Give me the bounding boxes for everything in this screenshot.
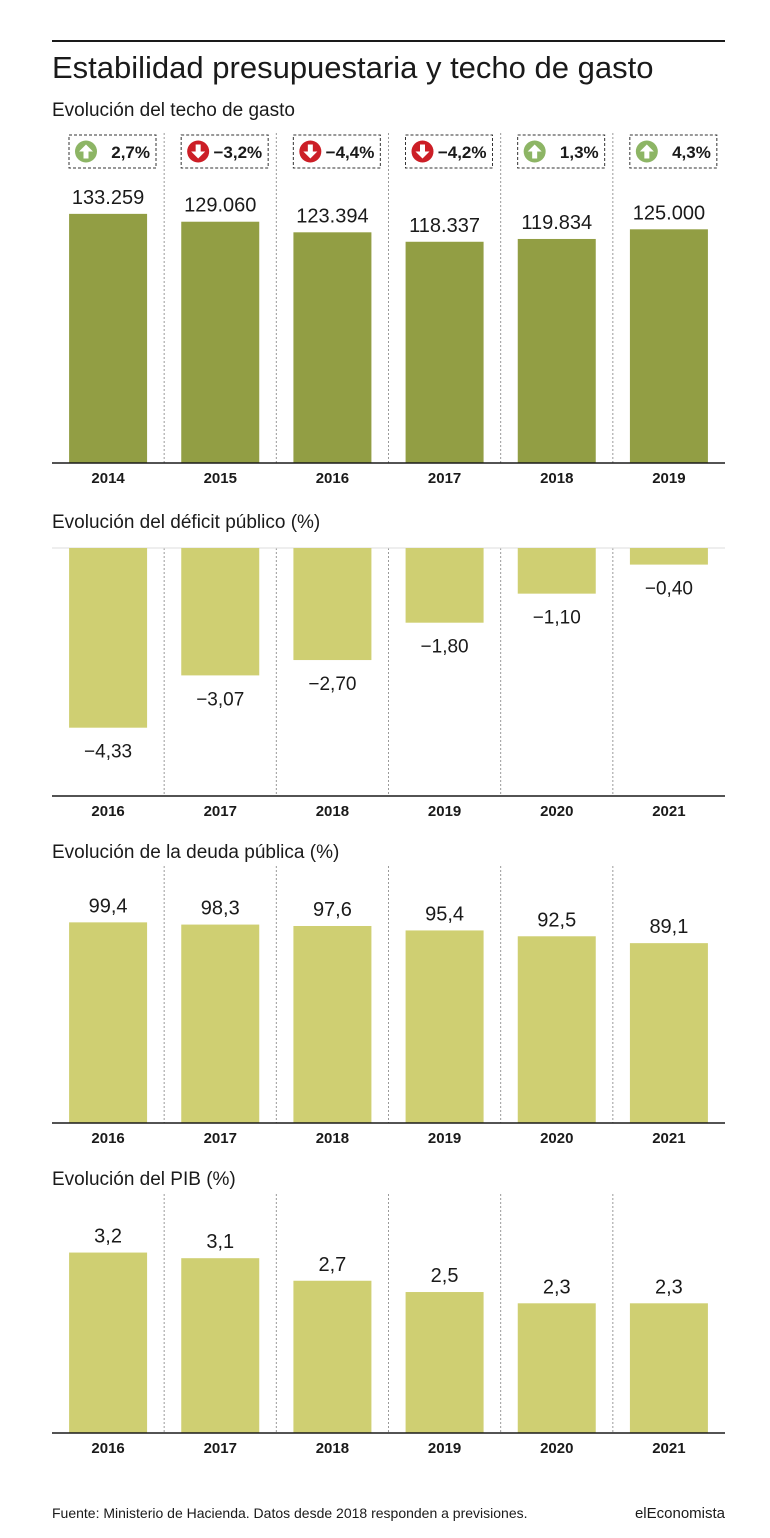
change-badge-label: 4,3% [672,143,711,162]
x-tick-label: 2015 [204,470,237,487]
change-badge-label: 1,3% [560,143,599,162]
chart-techo: 133.259 129.060 123.394 118.337 119.834 125.0… [52,133,725,487]
x-tick-label: 2019 [652,470,685,487]
bar-value-label: 2,3 [543,1276,571,1298]
bar-value-label: 3,1 [206,1231,234,1253]
bar [293,1280,372,1433]
x-tick-label: 2018 [316,1440,349,1457]
bar [517,238,596,463]
bar-value-label: 119.834 [521,212,592,234]
bar-value-label: 2,5 [431,1265,459,1287]
bar [405,930,484,1123]
bar [181,1258,260,1433]
bar-value-label: −1,10 [533,608,581,629]
bar [69,213,148,463]
x-tick-label: 2019 [428,1130,461,1147]
change-badge-label: −4,2% [438,143,487,162]
bar [517,548,596,594]
chart-title-deuda: Evolución de la deuda pública (%) [52,842,340,863]
x-tick-label: 2021 [652,1130,685,1147]
bar [517,936,596,1123]
x-tick-label: 2019 [428,803,461,820]
bar-value-label: 89,1 [649,916,688,938]
bar-value-label: 123.394 [296,205,368,227]
x-tick-label: 2014 [91,470,125,487]
bar-value-label: 99,4 [89,895,128,917]
chart-deficit: −4,33 −3,07 −2,70 −1,80 −1,10 −0,40 2016 2017 20… [52,547,725,820]
bar [405,548,484,623]
arrow-down-icon [411,140,434,163]
bar [405,241,484,463]
arrow-down-icon [299,140,322,163]
chart-pib: 3,2 3,1 2,7 2,5 2,3 2,3 2016 2017 2018 2019 2020 20… [52,1194,725,1457]
bar-value-label: 118.337 [409,215,480,237]
bar-value-label: 3,2 [94,1226,122,1248]
bar [181,548,260,676]
x-tick-label: 2016 [316,470,349,487]
bar-value-label: −2,70 [308,674,356,695]
arrow-up-icon [523,140,546,163]
x-tick-label: 2020 [540,803,573,820]
bar-value-label: 133.259 [72,187,144,209]
bar-value-label: −0,40 [645,579,693,600]
bar-value-label: −4,33 [84,742,132,763]
x-tick-label: 2016 [91,1440,124,1457]
x-tick-label: 2021 [652,803,685,820]
chart-title-techo: Evolución del techo de gasto [52,100,295,121]
source-note: Fuente: Ministerio de Hacienda. Datos de… [52,1505,528,1521]
bar-value-label: 2,7 [319,1254,347,1276]
x-tick-label: 2021 [652,1440,685,1457]
x-tick-label: 2018 [316,803,349,820]
x-tick-label: 2017 [428,470,461,487]
arrow-down-icon [187,140,210,163]
chart-deuda: 99,4 98,3 97,6 95,4 92,5 89,1 2016 2017 2018 2019… [52,866,725,1147]
change-badge-label: −3,2% [213,143,262,162]
x-tick-label: 2016 [91,803,124,820]
x-tick-label: 2016 [91,1130,124,1147]
bar-value-label: −3,07 [196,689,244,710]
chart-title-deficit: Evolución del déficit público (%) [52,512,321,533]
bar [181,221,260,463]
arrow-up-icon [75,140,97,163]
x-tick-label: 2018 [540,470,573,487]
x-tick-label: 2017 [204,1440,237,1457]
bar [629,1303,708,1433]
top-rule [52,40,725,42]
change-badge-label: 2,7% [111,143,150,162]
bar [69,1252,148,1433]
x-tick-label: 2020 [540,1440,573,1457]
x-tick-label: 2019 [428,1440,461,1457]
bar [69,922,148,1123]
x-tick-label: 2018 [316,1130,349,1147]
bar-value-label: 98,3 [201,898,240,920]
bar [181,924,260,1123]
bar [629,943,708,1123]
arrow-up-icon [635,140,658,163]
bar [629,229,708,463]
brand-label: elEconomista [634,1505,725,1522]
bar [629,548,708,565]
bar-value-label: 125.000 [633,202,705,224]
bar-value-label: 2,3 [655,1276,683,1298]
change-badge-label: −4,4% [326,143,375,162]
chart-title-pib: Evolución del PIB (%) [52,1169,236,1190]
bar [517,1303,596,1433]
bar-value-label: 97,6 [313,899,352,921]
bar [293,925,372,1123]
bar [69,548,148,728]
x-tick-label: 2017 [204,803,237,820]
bar-value-label: 92,5 [537,909,576,931]
bar [405,1292,484,1433]
bar [293,548,372,661]
page-title: Estabilidad presupuestaria y techo de ga… [52,50,654,85]
bar-value-label: 129.060 [184,195,256,217]
x-tick-label: 2020 [540,1130,573,1147]
bar-value-label: −1,80 [421,637,469,658]
x-tick-label: 2017 [204,1130,237,1147]
bar [293,232,372,463]
bar-value-label: 95,4 [425,903,464,925]
